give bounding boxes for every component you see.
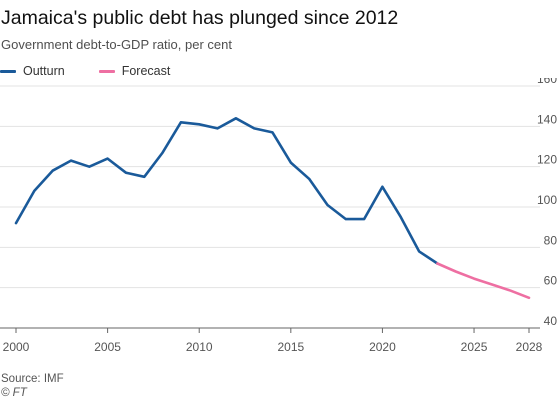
chart-title: Jamaica's public debt has plunged since … — [1, 7, 399, 29]
legend-swatch-forecast — [98, 69, 115, 73]
x-tick-label-2020: 2020 — [369, 340, 396, 354]
x-tick-label-2015: 2015 — [277, 340, 304, 354]
legend-label-forecast: Forecast — [121, 64, 171, 78]
series-line-forecast — [436, 262, 531, 300]
ft-credit: © FT — [1, 387, 27, 399]
x-tick-label-2025: 2025 — [461, 340, 488, 354]
x-tick-label-2000: 2000 — [3, 340, 30, 354]
x-tick-label-2010: 2010 — [186, 340, 213, 354]
chart-subtitle: Government debt-to-GDP ratio, per cent — [1, 37, 232, 52]
legend-label-outturn: Outturn — [23, 64, 65, 78]
legend-item-outturn: Outturn — [0, 64, 65, 78]
y-tick-label-40: 40 — [544, 314, 558, 328]
y-tick-label-160: 160 — [537, 78, 557, 86]
x-tick-label-2028: 2028 — [516, 340, 543, 354]
y-tick-label-60: 60 — [544, 274, 558, 288]
source-note: Source: IMF — [1, 373, 64, 385]
x-tick-label-2005: 2005 — [94, 340, 121, 354]
legend-swatch-outturn — [0, 69, 16, 73]
line-chart: 40 60 80 100 120 140 160 2000 2005 2010 2015 2020 20… — [0, 78, 558, 354]
series-line-outturn — [14, 116, 439, 265]
legend-item-forecast: Forecast — [98, 64, 171, 78]
y-tick-label-80: 80 — [544, 233, 558, 247]
y-tick-label-100: 100 — [537, 193, 557, 207]
y-tick-label-140: 140 — [537, 112, 557, 126]
chart-legend: Outturn Forecast — [0, 62, 204, 80]
y-tick-label-120: 120 — [537, 153, 557, 167]
